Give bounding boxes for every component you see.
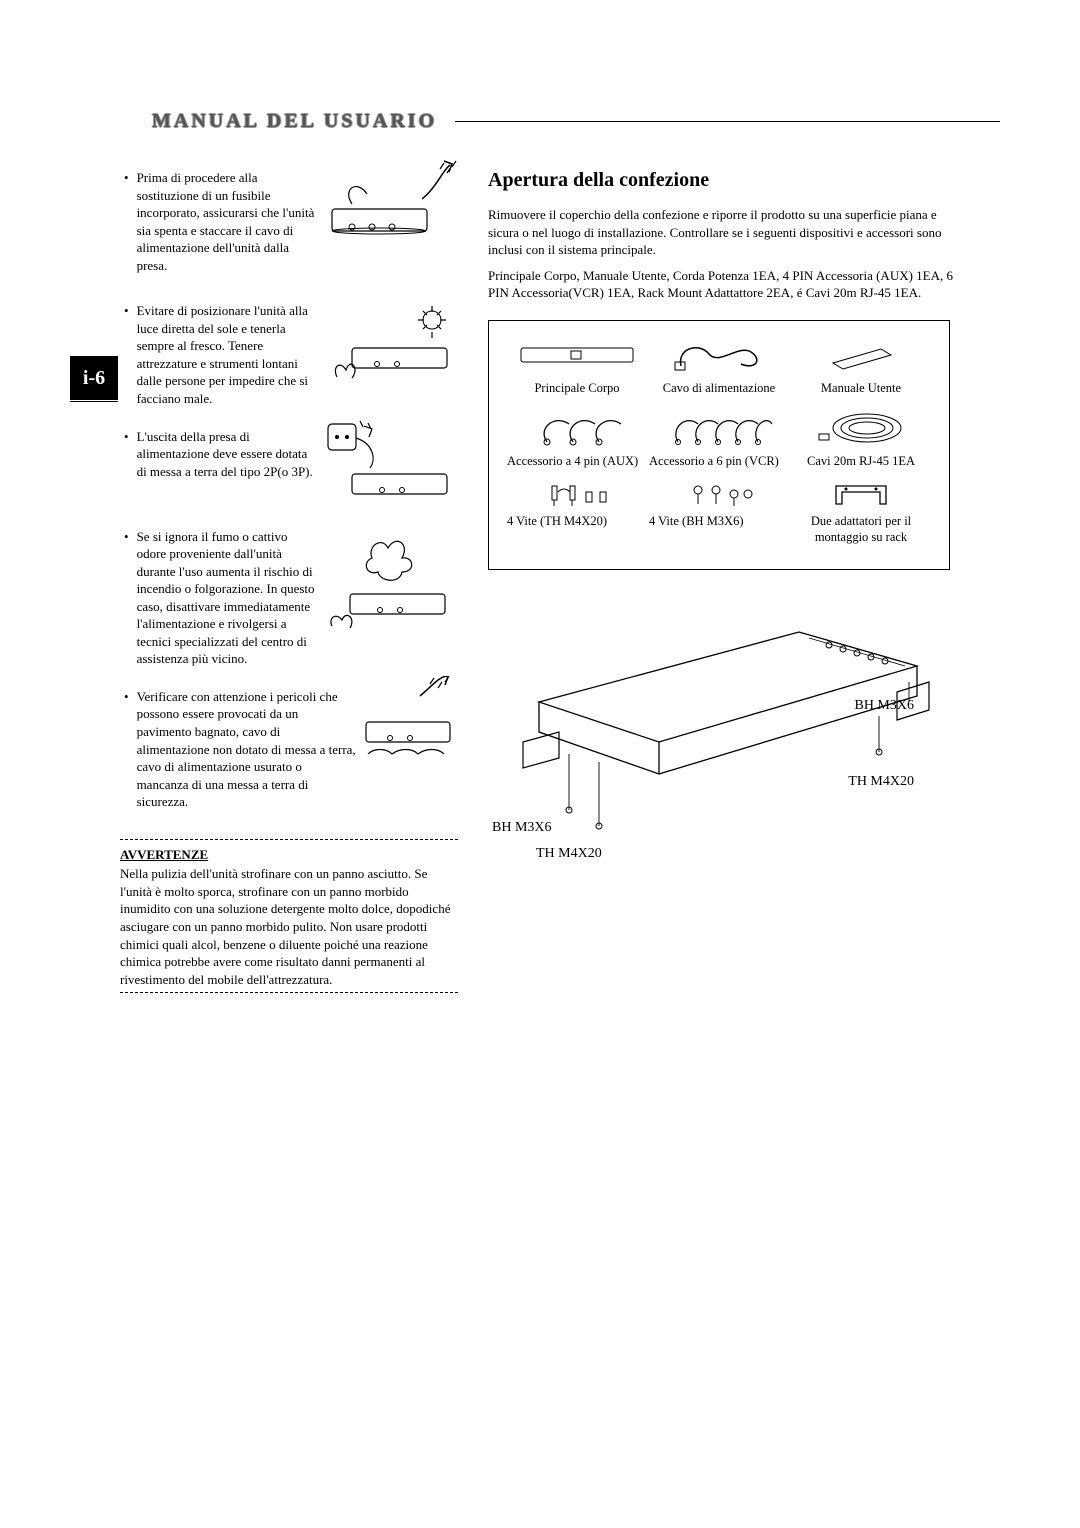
bullet-text: Evitare di posizionare l'unità alla luce… (137, 302, 318, 407)
items-row: 4 Vite (TH M4X20) 4 Vite (BH M3X6) Due a… (507, 480, 931, 545)
item-cell: 4 Vite (BH M3X6) (649, 480, 789, 545)
bullet-item: • L'uscita della presa di alimentazione … (120, 428, 460, 508)
power-cord-icon (649, 333, 789, 377)
sun-illustration (322, 302, 460, 392)
item-cell: Manuale Utente (791, 333, 931, 397)
assembly-diagram: BH M3X6 TH M4X20 BH M3X6 TH M4X20 (488, 592, 950, 832)
item-cell: Cavo di alimentazione (649, 333, 789, 397)
item-label: 4 Vite (TH M4X20) (507, 514, 647, 530)
bullet-item: • Verificare con attenzione i pericoli c… (120, 688, 460, 811)
item-label: Cavo di alimentazione (649, 381, 789, 397)
assembly-label: BH M3X6 (854, 698, 914, 714)
main-unit-icon (507, 333, 647, 377)
vcr-cable-icon (649, 406, 789, 450)
item-label: Due adattatori per il montaggio su rack (791, 514, 931, 545)
warning-box: AVVERTENZE Nella pulizia dell'unità stro… (120, 839, 458, 993)
bullet-item: • Se si ignora il fumo o cattivo odore p… (120, 528, 460, 668)
item-cell: Principale Corpo (507, 333, 647, 397)
screw-bh-icon (649, 480, 789, 510)
assembly-label: TH M4X20 (848, 774, 914, 790)
item-cell: Cavi 20m RJ-45 1EA (791, 406, 931, 470)
rack-bracket-icon (791, 480, 931, 510)
header-rule (455, 121, 1000, 122)
item-label: 4 Vite (BH M3X6) (649, 514, 789, 530)
bullet-marker: • (120, 302, 133, 407)
header-title: MANUAL DEL USUARIO (152, 110, 455, 133)
item-cell: Due adattatori per il montaggio su rack (791, 480, 931, 545)
page-number-tab: i-6 (70, 356, 118, 400)
bullet-marker: • (120, 169, 133, 274)
item-label: Manuale Utente (791, 381, 931, 397)
assembly-label: TH M4X20 (536, 846, 602, 862)
bullet-text: Prima di procedere alla sostituzione di … (137, 169, 318, 274)
item-label: Accessorio a 6 pin (VCR) (649, 454, 789, 470)
page-header: MANUAL DEL USUARIO (152, 110, 1000, 133)
page-tab-underline (70, 401, 118, 402)
right-column: Apertura della confezione Rimuovere il c… (488, 169, 958, 993)
items-row: Accessorio a 4 pin (AUX) Accessorio a 6 … (507, 406, 931, 470)
warning-title: AVVERTENZE (120, 846, 458, 864)
outlet-illustration (322, 418, 460, 508)
screw-th-icon (507, 480, 647, 510)
section-title: Apertura della confezione (488, 169, 958, 192)
bullet-text: Verificare con attenzione i pericoli che… (137, 688, 356, 811)
bullet-text: Se si ignora il fumo o cattivo odore pro… (137, 528, 318, 668)
bullet-item: • Prima di procedere alla sostituzione d… (120, 169, 460, 274)
items-row: Principale Corpo Cavo di alimentazione M… (507, 333, 931, 397)
left-column: • Prima di procedere alla sostituzione d… (120, 169, 460, 993)
section-paragraph: Principale Corpo, Manuale Utente, Corda … (488, 267, 958, 302)
item-cell: Accessorio a 4 pin (AUX) (507, 406, 647, 470)
assembly-label: BH M3X6 (492, 820, 552, 836)
item-label: Principale Corpo (507, 381, 647, 397)
rj45-cable-icon (791, 406, 931, 450)
smoke-illustration (322, 528, 460, 648)
wet-floor-illustration (360, 676, 460, 786)
aux-cable-icon (507, 406, 647, 450)
content-columns: • Prima di procedere alla sostituzione d… (120, 169, 1000, 993)
bullet-marker: • (120, 688, 133, 811)
section-paragraph: Rimuovere il coperchio della confezione … (488, 206, 958, 259)
item-cell: Accessorio a 6 pin (VCR) (649, 406, 789, 470)
warning-body: Nella pulizia dell'unità strofinare con … (120, 865, 458, 988)
manual-icon (791, 333, 931, 377)
bullet-text: L'uscita della presa di alimentazione de… (137, 428, 318, 508)
bullet-item: • Evitare di posizionare l'unità alla lu… (120, 302, 460, 407)
item-label: Cavi 20m RJ-45 1EA (791, 454, 931, 470)
bullet-marker: • (120, 528, 133, 668)
package-contents-grid: Principale Corpo Cavo di alimentazione M… (488, 320, 950, 571)
item-cell: 4 Vite (TH M4X20) (507, 480, 647, 545)
fuse-illustration (322, 159, 460, 249)
bullet-marker: • (120, 428, 133, 508)
item-label: Accessorio a 4 pin (AUX) (507, 454, 647, 470)
